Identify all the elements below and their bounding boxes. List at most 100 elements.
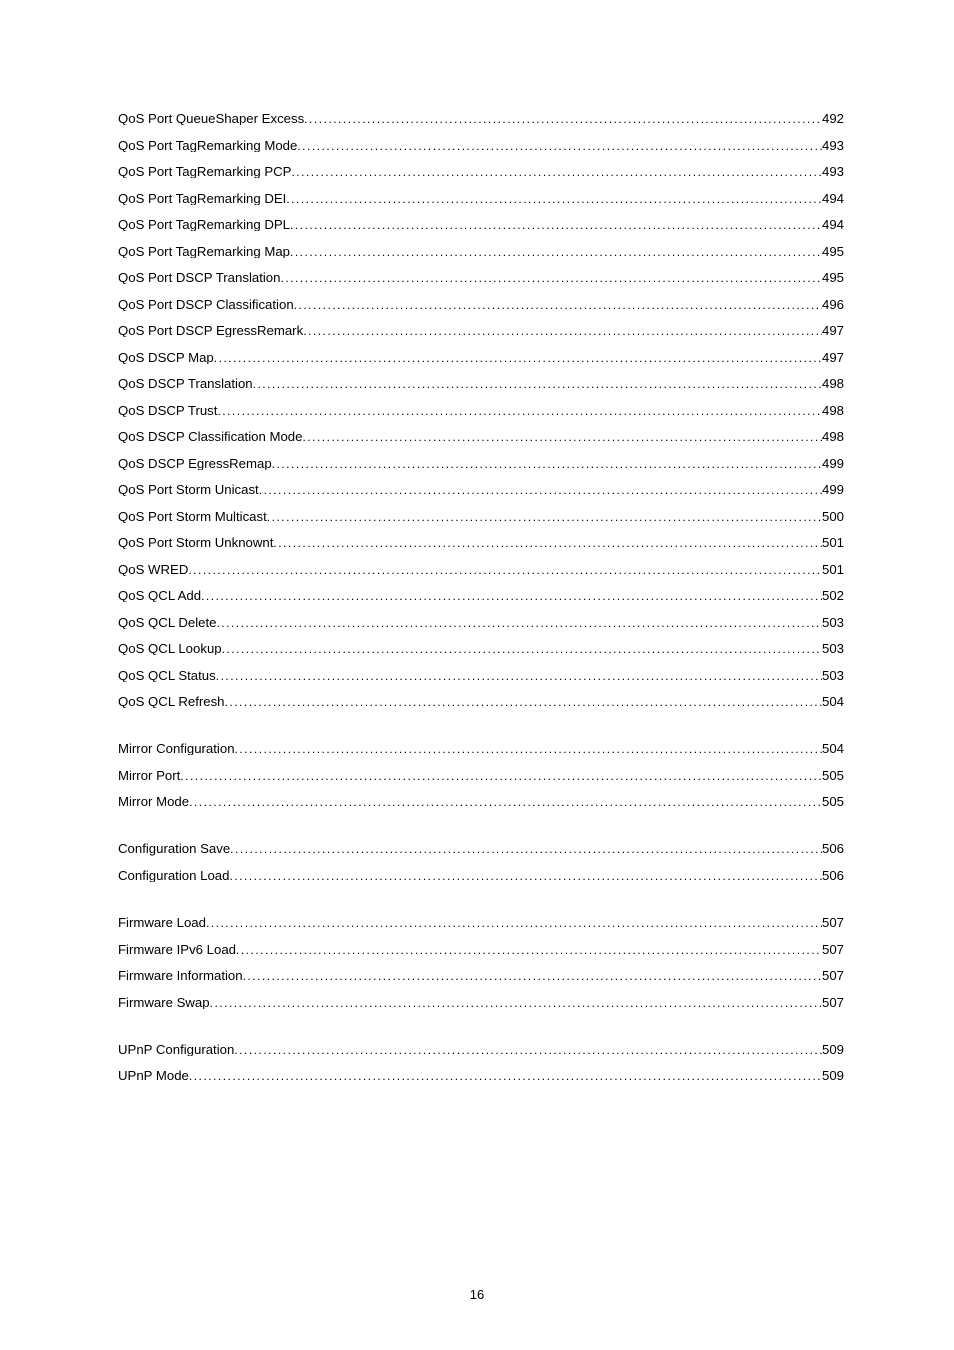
toc-label: QoS DSCP Classification Mode (118, 430, 302, 443)
toc-row: Firmware Load 507 (118, 916, 844, 929)
toc-page: 507 (822, 969, 844, 982)
toc-leader-dots (225, 696, 822, 708)
toc-leader-dots (189, 1070, 822, 1082)
toc-row: QoS Port Storm Unicast499 (118, 483, 844, 496)
toc-page: 501 (822, 536, 844, 549)
toc-page: 503 (822, 642, 844, 655)
toc-page: 509 (822, 1043, 844, 1056)
toc-row: QoS QCL Status 503 (118, 669, 844, 682)
toc-label: Firmware Information (118, 969, 243, 982)
toc-leader-dots (280, 272, 822, 284)
toc-leader-dots (294, 299, 822, 311)
toc-row: Configuration Save 506 (118, 842, 844, 855)
toc-leader-dots (217, 405, 822, 417)
toc-page: 509 (822, 1069, 844, 1082)
toc-leader-dots (272, 458, 822, 470)
toc-leader-dots (229, 870, 822, 882)
toc-page: 494 (822, 192, 844, 205)
toc-leader-dots (253, 378, 822, 390)
toc-row: QoS Port Storm Unknownt 501 (118, 536, 844, 549)
toc-leader-dots (216, 617, 822, 629)
toc-label: QoS Port Storm Unknownt (118, 536, 273, 549)
toc-page: 492 (822, 112, 844, 125)
toc-row: QoS Port TagRemarking Map 495 (118, 245, 844, 258)
toc-label: QoS Port DSCP EgressRemark (118, 324, 303, 337)
toc-root: QoS Port QueueShaper Excess 492 QoS Port T… (118, 112, 844, 1083)
toc-row: QoS Port TagRemarking PCP493 (118, 165, 844, 178)
toc-page: 497 (822, 324, 844, 337)
page-number: 16 (0, 1287, 954, 1302)
toc-label: QoS Port TagRemarking Mode (118, 139, 297, 152)
toc-label: QoS Port TagRemarking PCP (118, 165, 291, 178)
toc-row: UPnP Configuration509 (118, 1043, 844, 1056)
toc-row: QoS QCL Lookup503 (118, 642, 844, 655)
toc-page: 493 (822, 139, 844, 152)
toc-page: 495 (822, 245, 844, 258)
toc-row: QoS Port TagRemarking DEI494 (118, 192, 844, 205)
toc-page: 495 (822, 271, 844, 284)
toc-row: QoS Port DSCP Translation 495 (118, 271, 844, 284)
toc-label: QoS Port DSCP Translation (118, 271, 280, 284)
toc-label: QoS QCL Delete (118, 616, 216, 629)
toc-row: QoS DSCP Map497 (118, 351, 844, 364)
toc-leader-dots (206, 917, 822, 929)
toc-label: UPnP Mode (118, 1069, 189, 1082)
toc-row: QoS QCL Delete503 (118, 616, 844, 629)
toc-label: QoS QCL Add (118, 589, 201, 602)
toc-leader-dots (290, 219, 822, 231)
toc-leader-dots (286, 193, 822, 205)
toc-page: 507 (822, 996, 844, 1009)
toc-label: QoS Port TagRemarking Map (118, 245, 290, 258)
toc-section: QoS Port QueueShaper Excess 492 QoS Port T… (118, 112, 844, 708)
toc-section: Mirror Configuration504Mirror Port505Mir… (118, 742, 844, 808)
toc-leader-dots (188, 564, 822, 576)
toc-section: Configuration Save 506 Configuration Load 5… (118, 842, 844, 882)
toc-page: 502 (822, 589, 844, 602)
toc-label: QoS DSCP Map (118, 351, 214, 364)
toc-label: Configuration Save (118, 842, 230, 855)
toc-row: QoS DSCP EgressRemap499 (118, 457, 844, 470)
toc-label: Firmware Load (118, 916, 206, 929)
toc-row: QoS Port DSCP EgressRemark 497 (118, 324, 844, 337)
toc-page: 506 (822, 869, 844, 882)
toc-label: Configuration Load (118, 869, 229, 882)
toc-label: Firmware Swap (118, 996, 210, 1009)
toc-row: QoS Port Storm Multicast500 (118, 510, 844, 523)
toc-row: QoS Port TagRemarking Mode 493 (118, 139, 844, 152)
toc-page: 500 (822, 510, 844, 523)
toc-page: 501 (822, 563, 844, 576)
toc-row: QoS Port QueueShaper Excess 492 (118, 112, 844, 125)
toc-label: QoS Port QueueShaper Excess (118, 112, 304, 125)
toc-page: 498 (822, 404, 844, 417)
toc-leader-dots (297, 140, 822, 152)
toc-page: 507 (822, 943, 844, 956)
toc-leader-dots (304, 113, 822, 125)
toc-leader-dots (291, 166, 822, 178)
toc-page: 504 (822, 695, 844, 708)
toc-leader-dots (243, 970, 822, 982)
toc-page: 498 (822, 377, 844, 390)
toc-row: Mirror Port 505 (118, 769, 844, 782)
toc-label: Mirror Configuration (118, 742, 235, 755)
toc-label: Mirror Port (118, 769, 180, 782)
toc-page: 505 (822, 769, 844, 782)
toc-leader-dots (236, 944, 822, 956)
toc-leader-dots (189, 796, 822, 808)
toc-row: Firmware Information 507 (118, 969, 844, 982)
toc-row: QoS WRED501 (118, 563, 844, 576)
toc-page: 499 (822, 457, 844, 470)
toc-label: QoS Port Storm Unicast (118, 483, 259, 496)
toc-page: 506 (822, 842, 844, 855)
toc-label: Firmware IPv6 Load (118, 943, 236, 956)
toc-label: QoS Port DSCP Classification (118, 298, 294, 311)
toc-page: 503 (822, 669, 844, 682)
toc-label: QoS Port TagRemarking DPL (118, 218, 290, 231)
toc-row: Configuration Load 506 (118, 869, 844, 882)
toc-label: Mirror Mode (118, 795, 189, 808)
toc-label: QoS QCL Status (118, 669, 216, 682)
toc-section: UPnP Configuration509 UPnP Mode 509 (118, 1043, 844, 1083)
toc-page: 507 (822, 916, 844, 929)
toc-leader-dots (222, 643, 822, 655)
toc-leader-dots (302, 431, 822, 443)
toc-leader-dots (216, 670, 822, 682)
